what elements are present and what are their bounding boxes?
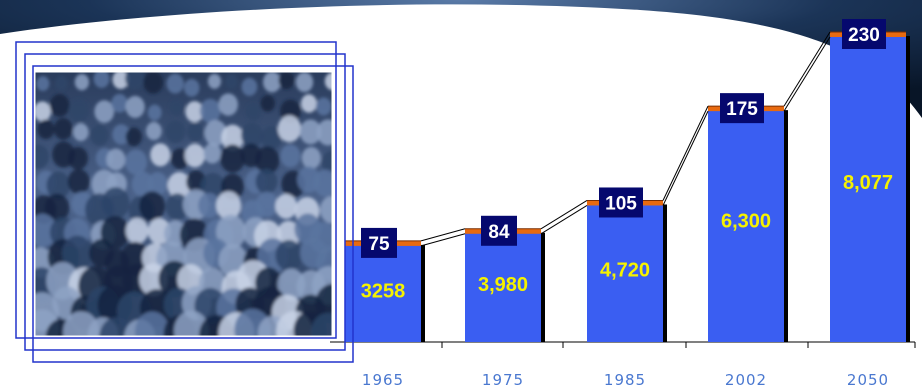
x-axis: 1965 1975 1985 2002 2050 [330,341,916,389]
bar-2050 [830,32,906,342]
x-tick-label-1985: 1985 [604,371,646,389]
connector-line [420,233,466,247]
crowd-photo-icon [15,41,354,363]
top-label-box [361,227,397,258]
bar-1975 [465,228,541,342]
top-label-2002: 175 [726,99,758,120]
top-label-1965: 75 [368,234,390,255]
top-label-1975: 84 [488,222,510,243]
connector-line [662,105,709,201]
bar-labels: 3258 75 3,980 84 4,720 105 6,300 175 8,077 230 [361,19,893,302]
top-label-box [599,187,643,218]
value-label-2002: 6,300 [721,210,771,232]
x-tick-label-1965: 1965 [362,371,404,389]
x-tick-label-2002: 2002 [725,371,767,389]
connector-line [540,205,588,235]
bar-1985 [587,200,663,342]
connector-line [420,228,466,242]
header-band [0,0,922,118]
top-label-1985: 105 [605,193,637,214]
connector-lines [420,31,831,247]
connector-line [783,31,831,107]
top-label-box [842,19,886,49]
value-label-1965: 3258 [361,280,406,302]
connector-line [540,200,588,230]
top-label-2050: 230 [848,25,880,46]
bar-2002 [708,106,784,342]
value-label-1975: 3,980 [478,274,528,296]
top-label-box [720,93,764,124]
connector-line [783,36,831,112]
x-tick-label-2050: 2050 [847,371,889,389]
value-label-1985: 4,720 [600,259,650,281]
top-label-box [481,215,517,246]
value-label-2050: 8,077 [843,172,893,194]
bars [345,31,910,342]
connector-line [662,110,709,206]
x-tick-label-1975: 1975 [482,371,524,389]
